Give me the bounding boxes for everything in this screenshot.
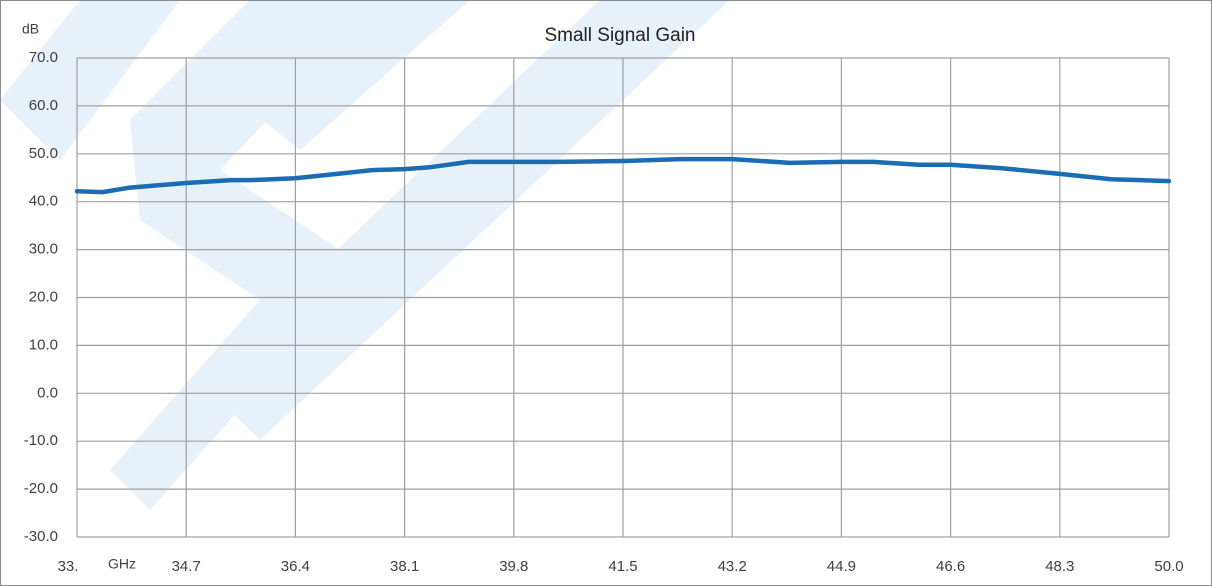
y-tick-label: -20.0 xyxy=(24,480,58,497)
x-tick-label: 36.4 xyxy=(281,558,310,575)
y-tick-label: 70.0 xyxy=(29,49,58,66)
y-tick-label: 50.0 xyxy=(29,145,58,162)
watermark-shape xyxy=(250,0,470,150)
watermark xyxy=(0,0,730,510)
x-tick-label: 34.7 xyxy=(172,558,201,575)
watermark-shape xyxy=(200,0,730,440)
x-tick-label: 44.9 xyxy=(827,558,856,575)
x-tick-label: 39.8 xyxy=(499,558,528,575)
y-tick-label: -10.0 xyxy=(24,432,58,449)
series-line xyxy=(74,156,1172,195)
watermark-shape xyxy=(0,0,180,160)
watermark-shape xyxy=(110,0,380,510)
chart-title: Small Signal Gain xyxy=(544,25,695,46)
x-tick-label: 41.5 xyxy=(608,558,637,575)
x-tick-label: 33. xyxy=(58,558,79,575)
y-tick-label: 60.0 xyxy=(29,97,58,114)
x-axis-label: GHz xyxy=(108,556,136,572)
y-axis-label: dB xyxy=(22,21,39,37)
x-tick-label: 48.3 xyxy=(1045,558,1074,575)
y-tick-label: 30.0 xyxy=(29,241,58,258)
y-tick-label: -30.0 xyxy=(24,528,58,545)
x-tick-label: 50.0 xyxy=(1154,558,1183,575)
x-tick-label: 38.1 xyxy=(390,558,419,575)
y-tick-label: 10.0 xyxy=(29,336,58,353)
y-tick-label: 20.0 xyxy=(29,288,58,305)
y-tick-label: 40.0 xyxy=(29,193,58,210)
y-tick-label: 0.0 xyxy=(37,384,58,401)
x-tick-label: 43.2 xyxy=(718,558,747,575)
x-tick-label: 46.6 xyxy=(936,558,965,575)
